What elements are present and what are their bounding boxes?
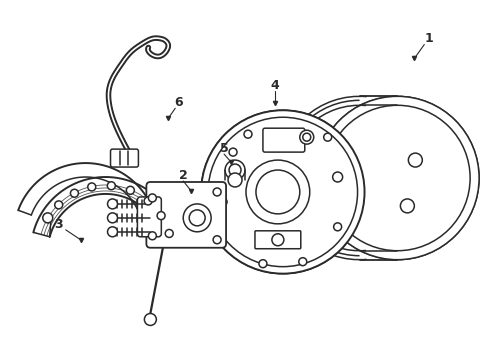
Text: 1: 1	[424, 32, 433, 45]
Circle shape	[213, 236, 221, 244]
Circle shape	[213, 188, 221, 196]
Circle shape	[183, 204, 211, 232]
Circle shape	[324, 105, 469, 251]
Circle shape	[323, 133, 331, 141]
Text: 4: 4	[270, 79, 279, 92]
Circle shape	[201, 110, 364, 274]
Circle shape	[219, 198, 226, 206]
FancyBboxPatch shape	[263, 128, 304, 152]
Circle shape	[227, 173, 242, 187]
Circle shape	[55, 201, 62, 209]
Circle shape	[189, 210, 205, 226]
Text: 3: 3	[54, 218, 63, 231]
Circle shape	[201, 110, 364, 274]
Text: 5: 5	[219, 141, 228, 155]
Circle shape	[70, 189, 78, 197]
Circle shape	[245, 160, 309, 224]
Circle shape	[228, 164, 241, 176]
Circle shape	[255, 170, 299, 214]
Circle shape	[407, 153, 422, 167]
Circle shape	[299, 130, 313, 144]
Circle shape	[332, 172, 342, 182]
Circle shape	[157, 212, 165, 220]
Circle shape	[107, 182, 115, 190]
Circle shape	[44, 215, 52, 222]
Text: 6: 6	[174, 96, 182, 109]
Circle shape	[148, 232, 156, 240]
FancyBboxPatch shape	[254, 231, 300, 249]
Circle shape	[165, 229, 173, 238]
FancyBboxPatch shape	[137, 197, 161, 237]
Circle shape	[144, 314, 156, 325]
Text: 2: 2	[179, 168, 187, 181]
Circle shape	[315, 96, 478, 260]
Circle shape	[42, 213, 53, 223]
Circle shape	[208, 117, 357, 267]
Circle shape	[144, 197, 152, 205]
Circle shape	[107, 227, 117, 237]
Circle shape	[107, 199, 117, 209]
Circle shape	[148, 194, 156, 202]
Circle shape	[228, 148, 237, 156]
Circle shape	[333, 223, 341, 231]
Circle shape	[302, 133, 310, 141]
Circle shape	[224, 160, 244, 180]
Circle shape	[107, 213, 117, 223]
Circle shape	[259, 260, 266, 268]
Circle shape	[315, 96, 478, 260]
Circle shape	[88, 183, 96, 191]
Circle shape	[271, 234, 283, 246]
Circle shape	[298, 258, 306, 266]
Circle shape	[400, 199, 413, 213]
Circle shape	[126, 186, 134, 194]
FancyBboxPatch shape	[146, 182, 225, 248]
Circle shape	[244, 130, 251, 138]
FancyBboxPatch shape	[110, 149, 138, 167]
